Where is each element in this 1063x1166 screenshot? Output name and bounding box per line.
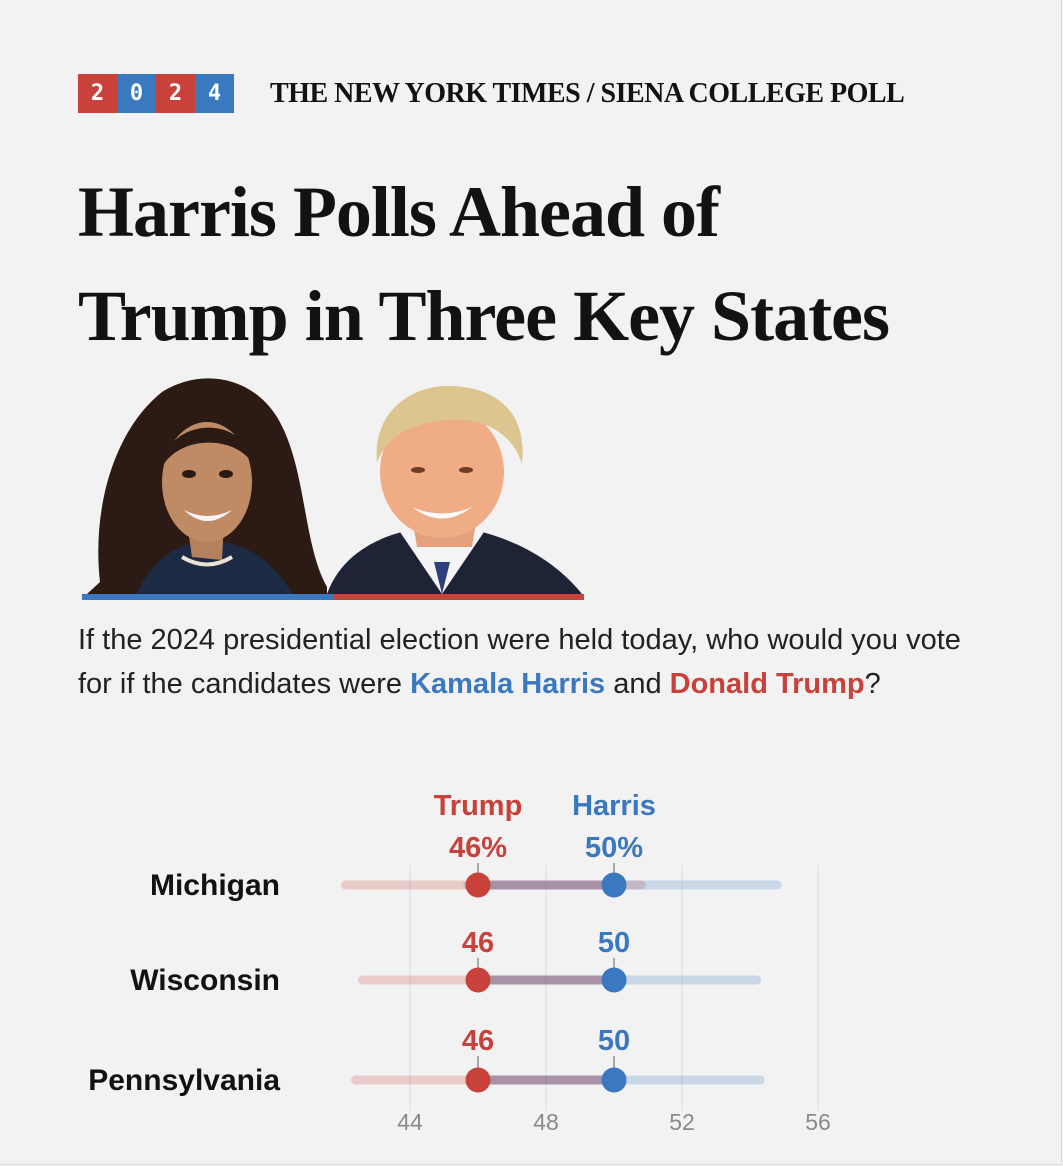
candidate-portraits xyxy=(82,372,584,600)
harris-dot xyxy=(601,872,627,898)
question-end: ? xyxy=(864,668,881,700)
harris-dot xyxy=(601,967,627,993)
trump-value-label: 46 xyxy=(462,1025,494,1057)
trump-value-label: 46% xyxy=(449,832,507,864)
x-tick-label: 52 xyxy=(669,1109,695,1135)
harris-dot xyxy=(601,1067,627,1093)
year-badge: 2 0 2 4 xyxy=(78,74,234,113)
harris-value-label: 50 xyxy=(598,927,630,959)
trump-series-name: Trump xyxy=(434,790,523,822)
poll-dot-chart: 44 48 52 56 Michigan 46% 50% Wisconsin 46 50 Penns… xyxy=(88,790,831,1135)
question-text: If the 2024 presidential election were h… xyxy=(78,624,961,700)
year-digit: 0 xyxy=(117,74,156,113)
trump-dot xyxy=(465,1067,491,1093)
harris-value-label: 50 xyxy=(598,1025,630,1057)
trump-underline xyxy=(333,594,584,600)
headline: Harris Polls Ahead of Trump in Three Key… xyxy=(78,160,1048,368)
trump-name: Donald Trump xyxy=(669,668,865,700)
year-digit: 2 xyxy=(78,74,117,113)
year-digit: 4 xyxy=(195,74,234,113)
trump-value-label: 46 xyxy=(462,927,494,959)
harris-portrait-icon xyxy=(87,378,327,594)
year-digit: 2 xyxy=(156,74,195,113)
question-and: and xyxy=(605,668,670,700)
trump-dot xyxy=(465,872,491,898)
kicker: THE NEW YORK TIMES / SIENA COLLEGE POLL xyxy=(270,78,905,109)
x-tick-label: 48 xyxy=(533,1109,559,1135)
headline-line-1: Harris Polls Ahead of xyxy=(78,172,720,252)
headline-line-2: Trump in Three Key States xyxy=(78,276,890,356)
trump-portrait-icon xyxy=(327,385,582,594)
state-label: Michigan xyxy=(150,869,280,902)
x-tick-label: 56 xyxy=(805,1109,831,1135)
harris-value-label: 50% xyxy=(585,832,643,864)
poll-question: If the 2024 presidential election were h… xyxy=(78,618,978,706)
harris-series-name: Harris xyxy=(572,790,656,822)
x-tick-label: 44 xyxy=(397,1109,423,1135)
state-label: Pennsylvania xyxy=(88,1064,280,1097)
harris-underline xyxy=(82,594,333,600)
trump-dot xyxy=(465,967,491,993)
state-label: Wisconsin xyxy=(130,964,280,997)
harris-name: Kamala Harris xyxy=(410,668,606,700)
